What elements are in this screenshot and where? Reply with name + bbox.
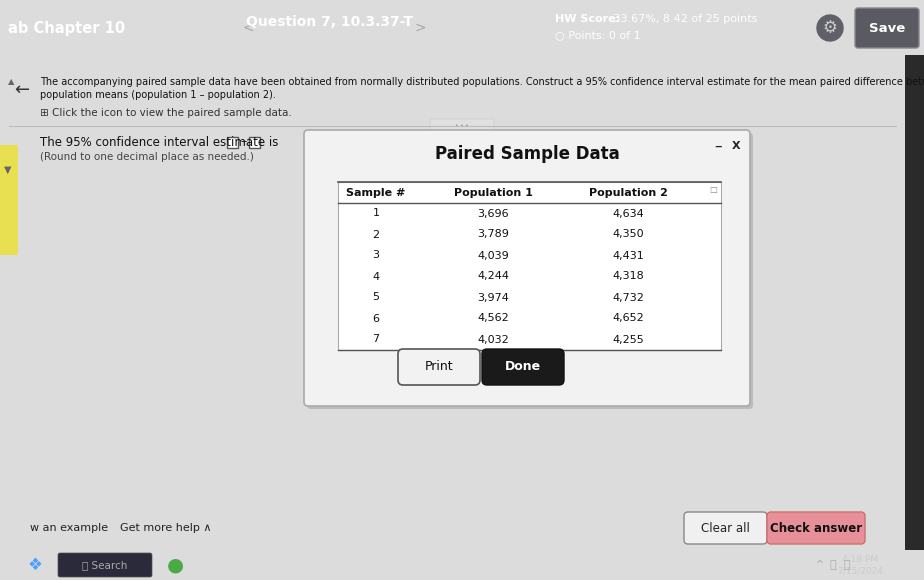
Text: Get more help ∧: Get more help ∧ [120,523,212,533]
Text: ●: ● [166,556,184,575]
Text: X: X [732,141,740,151]
Text: –: – [240,136,247,148]
FancyBboxPatch shape [398,349,480,385]
Bar [338,182,721,350]
Text: Paired Sample Data: Paired Sample Data [434,145,619,163]
Text: ○ Points: 0 of 1: ○ Points: 0 of 1 [555,30,640,40]
Text: ▼: ▼ [5,165,12,175]
FancyBboxPatch shape [58,553,152,577]
Text: ^: ^ [816,560,824,570]
Text: <: < [242,21,254,35]
Text: ❖: ❖ [28,556,43,574]
Text: 4,562: 4,562 [477,314,509,324]
Text: Sample #: Sample # [346,187,406,198]
Text: 2: 2 [372,230,380,240]
Bar [227,137,238,148]
Text: –: – [714,139,722,154]
Text: 4,431: 4,431 [612,251,644,260]
FancyBboxPatch shape [430,119,494,132]
Text: 4: 4 [372,271,380,281]
FancyBboxPatch shape [304,130,750,406]
Text: ▲: ▲ [8,78,15,86]
Text: 7/15/2024: 7/15/2024 [837,567,883,575]
Text: Print: Print [425,361,454,374]
Text: □: □ [709,185,717,194]
Text: ←: ← [15,81,30,99]
Text: 3,696: 3,696 [477,208,509,219]
Text: 6: 6 [372,314,380,324]
Text: w an example: w an example [30,523,108,533]
FancyBboxPatch shape [855,8,919,48]
Text: 1: 1 [372,208,380,219]
Text: Save: Save [869,21,906,34]
Text: 4,255: 4,255 [612,335,644,345]
Text: >: > [414,21,426,35]
Bar [905,55,924,550]
Text: 33.67%, 8.42 of 25 points: 33.67%, 8.42 of 25 points [610,14,758,24]
Text: HW Score:: HW Score: [555,14,620,24]
FancyBboxPatch shape [767,512,865,544]
Text: 4:18 PM: 4:18 PM [842,556,878,564]
Text: 4,318: 4,318 [612,271,644,281]
Text: population means (population 1 – population 2).: population means (population 1 – populat… [40,90,276,100]
Text: 4,350: 4,350 [613,230,644,240]
FancyBboxPatch shape [482,349,564,385]
Text: (Round to one decimal place as needed.): (Round to one decimal place as needed.) [40,152,254,162]
Text: Population 1: Population 1 [454,187,532,198]
Text: ab Chapter 10: ab Chapter 10 [8,20,125,35]
Text: 3: 3 [372,251,380,260]
Text: 4,039: 4,039 [477,251,509,260]
Text: 7: 7 [372,335,380,345]
Text: 4,732: 4,732 [612,292,644,303]
Text: 5: 5 [372,292,380,303]
Bar [249,137,260,148]
FancyBboxPatch shape [684,512,767,544]
Text: Population 2: Population 2 [589,187,667,198]
Text: ⊞ Click the icon to view the paired sample data.: ⊞ Click the icon to view the paired samp… [40,108,292,118]
Text: The accompanying paired sample data have been obtained from normally distributed: The accompanying paired sample data have… [40,77,924,87]
Text: Question 7, 10.3.37-T: Question 7, 10.3.37-T [247,15,414,29]
Text: 4,652: 4,652 [612,314,644,324]
Text: 3,974: 3,974 [477,292,509,303]
Text: 🔍 Search: 🔍 Search [82,560,128,570]
Text: Clear all: Clear all [701,521,750,535]
Text: ⚙: ⚙ [822,19,837,37]
Text: The 95% confidence interval estimate is: The 95% confidence interval estimate is [40,136,282,148]
Text: 4,244: 4,244 [477,271,509,281]
Text: • • •: • • • [456,123,468,128]
Text: 4,634: 4,634 [612,208,644,219]
Bar [0,145,18,255]
Text: 🖥: 🖥 [830,560,836,570]
Text: Check answer: Check answer [770,521,862,535]
Text: 🔊: 🔊 [844,560,850,570]
Circle shape [817,15,843,41]
Text: 4,032: 4,032 [477,335,509,345]
FancyBboxPatch shape [307,133,753,409]
Text: Done: Done [505,361,541,374]
Text: 3,789: 3,789 [477,230,509,240]
